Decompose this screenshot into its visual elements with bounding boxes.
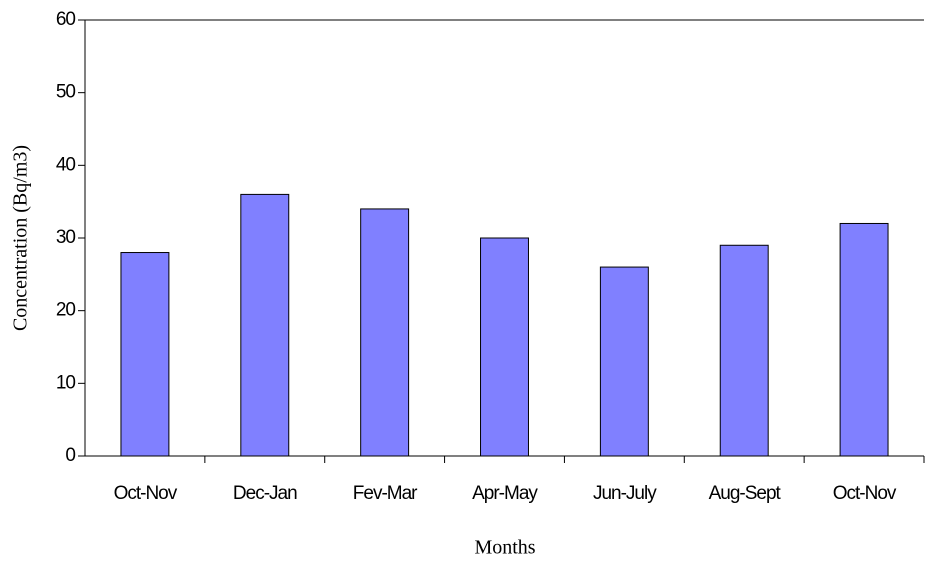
y-tick-label: 60 — [56, 9, 76, 30]
x-axis-title: Months — [474, 537, 535, 559]
y-tick-label: 0 — [65, 445, 75, 466]
x-tick-label: Fev-Mar — [353, 483, 418, 504]
y-tick-label: 40 — [56, 154, 76, 175]
x-tick-label: Jun-July — [593, 483, 657, 504]
bar — [719, 244, 769, 457]
y-tick-label: 10 — [56, 372, 76, 393]
x-tick-label: Apr-May — [472, 483, 538, 504]
y-tick-label: 50 — [56, 82, 76, 103]
y-axis-title: Concentration (Bq/m3) — [10, 145, 32, 331]
x-tick-label: Oct-Nov — [833, 483, 897, 504]
y-tick-label: 20 — [56, 300, 76, 321]
bar — [480, 237, 529, 457]
x-tick-label: Dec-Jan — [233, 483, 297, 504]
x-tick-label: Oct-Nov — [114, 483, 178, 504]
bar — [240, 193, 290, 457]
x-tick-label: Aug-Sept — [709, 483, 782, 504]
bar — [839, 222, 889, 457]
bar — [360, 208, 410, 457]
bar — [599, 266, 649, 457]
y-tick-label: 30 — [56, 227, 76, 248]
bar — [120, 252, 170, 457]
